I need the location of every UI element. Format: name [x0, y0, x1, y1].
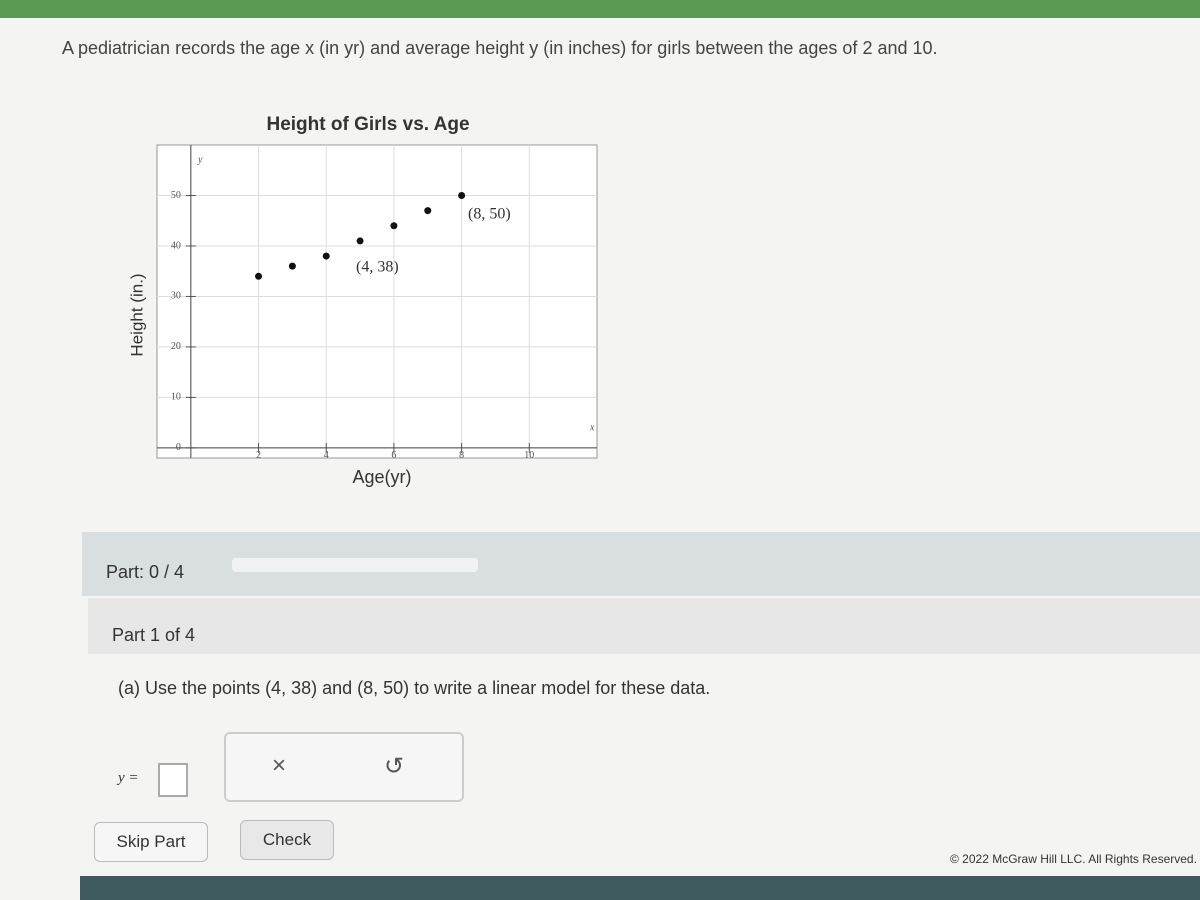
prompt: A pediatrician records the age x (in yr)…: [62, 38, 938, 58]
data-point: [288, 262, 296, 270]
top-bar: [0, 0, 1200, 18]
answer-input[interactable]: [158, 763, 188, 797]
question: (a) Use the points (4, 38) and (8, 50) t…: [118, 678, 711, 698]
skip-button[interactable]: Skip Part: [94, 822, 208, 862]
undo-button[interactable]: ↺: [384, 753, 405, 780]
check-button[interactable]: Check: [240, 820, 334, 860]
chart-title: Height of Girls vs. Age: [266, 114, 469, 135]
x-tick-label: 2: [256, 450, 261, 461]
x-tick-label: 4: [324, 450, 329, 461]
chart: Height of Girls vs. Age Age(yr) Height (…: [127, 114, 598, 487]
bottom-bar: [80, 876, 1200, 900]
tool-box: [224, 732, 464, 802]
plot-area: [156, 144, 598, 459]
x-tick-label: 6: [391, 450, 396, 461]
clear-button[interactable]: ×: [272, 752, 287, 779]
y-tick-label: 20: [171, 341, 181, 352]
annotation: (4, 38): [356, 259, 399, 276]
data-point: [255, 272, 263, 280]
part-title: Part 1 of 4: [112, 625, 196, 645]
y-tick-label: 30: [171, 291, 181, 302]
y-axis-letter: y: [197, 154, 203, 165]
data-point: [424, 207, 432, 215]
x-axis-letter: x: [589, 422, 595, 433]
y-tick-label: 40: [171, 240, 181, 251]
progress-label: Part: 0 / 4: [106, 562, 185, 582]
copyright: © 2022 McGraw Hill LLC. All Rights Reser…: [950, 852, 1197, 866]
data-point: [322, 252, 330, 260]
x-axis-label: Age(yr): [352, 467, 411, 487]
y-axis-label: Height (in.): [127, 273, 146, 356]
y-tick-label: 50: [171, 190, 181, 201]
data-point: [390, 222, 398, 230]
x-tick-label: 8: [459, 450, 464, 461]
progress-bar: [232, 558, 478, 572]
x-tick-label: 10: [524, 450, 534, 461]
annotation: (8, 50): [468, 206, 511, 223]
answer-label: y =: [118, 770, 139, 786]
part-band: [88, 598, 1200, 654]
data-point: [458, 191, 466, 199]
data-point: [356, 237, 364, 245]
y-tick-label: 10: [171, 392, 181, 403]
